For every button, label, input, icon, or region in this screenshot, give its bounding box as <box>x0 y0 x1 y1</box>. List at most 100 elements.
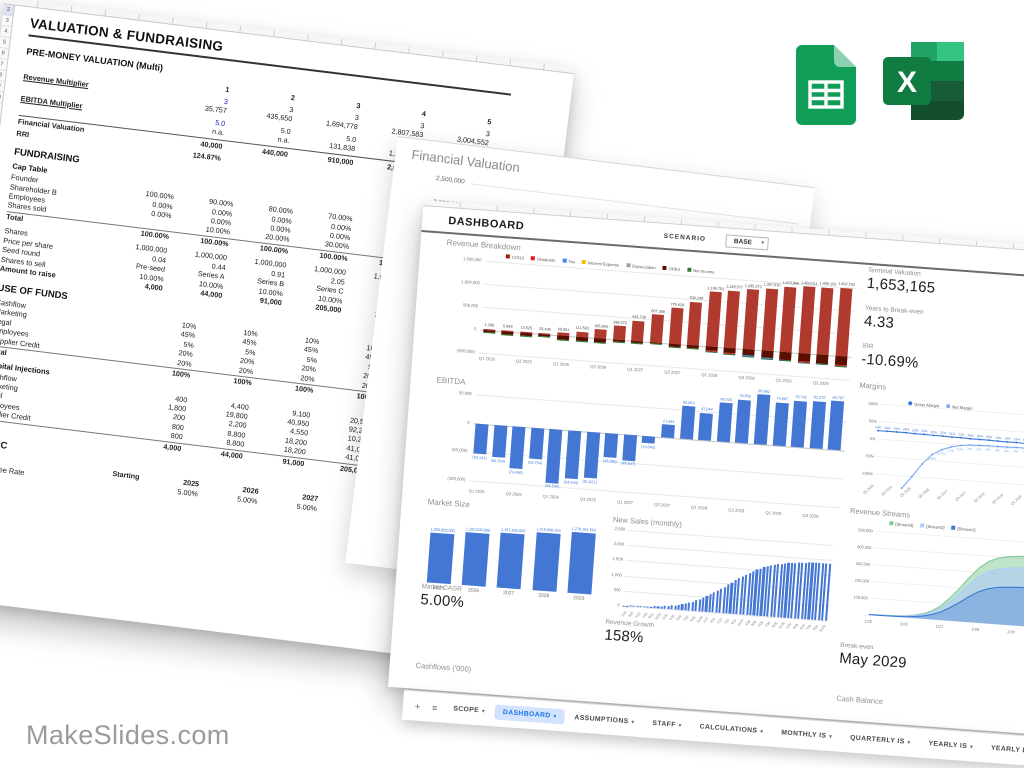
bar-value-label: 56,853 <box>682 400 695 406</box>
tab-label: ASSUMPTIONS <box>574 714 629 726</box>
bar <box>643 606 646 608</box>
y-tick-label: 0 <box>467 419 470 425</box>
margins-chart: 100% 50% 0% -50% -100% 24% 24% 24% 24% 23% 23% 22% 2… <box>850 393 1024 525</box>
svg-text:(17%): (17%) <box>937 451 946 456</box>
row-number: 9 <box>0 80 6 93</box>
svg-text:21%: 21% <box>949 432 956 436</box>
bar <box>532 532 561 592</box>
bar-segment-net-income <box>668 346 681 348</box>
tab-yearly-is[interactable]: YEARLY IS ▾ <box>920 736 982 755</box>
bar-segment-net-income <box>760 357 773 360</box>
bar-total-label: 936,249 <box>689 296 704 302</box>
bar-segment-net-income <box>834 365 847 367</box>
svg-text:300,000: 300,000 <box>856 561 872 567</box>
bar-segment-net-income <box>593 341 606 344</box>
svg-text:(1%): (1%) <box>957 447 964 451</box>
bar <box>772 402 789 446</box>
years-to-breakeven-metric: Years to Break-even 4.33 <box>863 305 923 334</box>
y-tick-label: 0 <box>473 326 477 332</box>
svg-text:3%: 3% <box>976 447 981 451</box>
svg-text:200,000: 200,000 <box>854 578 870 584</box>
revenue-streams-chart: [Stream3] [Stream2] [Stream1] 500,000 400,00… <box>840 518 1024 663</box>
svg-text:X: X <box>897 66 917 99</box>
svg-text:Q3 2026: Q3 2026 <box>918 488 931 500</box>
revenue-growth-value: 158% <box>603 626 645 647</box>
x-tick-label: Q1 2028 <box>690 504 708 511</box>
svg-text:100%: 100% <box>868 401 879 407</box>
bar <box>661 424 675 438</box>
years-to-breakeven-value: 4.33 <box>863 312 895 332</box>
legend-swatch <box>687 267 692 272</box>
x-tick-label: Q1 2029 <box>775 377 792 384</box>
gridline <box>471 451 843 480</box>
tab-dashboard[interactable]: DASHBOARD ▾ <box>494 704 565 725</box>
chevron-down-icon: ▾ <box>553 713 557 720</box>
all-sheets-menu-icon[interactable]: ≡ <box>431 702 438 713</box>
legend-item: [Stream1] <box>951 525 976 532</box>
tab-monthly-is[interactable]: MONTHLY IS ▾ <box>773 725 841 745</box>
svg-text:Q3 2025: Q3 2025 <box>881 485 894 497</box>
tab-label: YEARLY IS <box>928 740 968 751</box>
y-tick-label: 2,000 <box>613 541 625 547</box>
bar-value-label: (13,042) <box>640 444 656 450</box>
x-tick-label: Q3 2025 <box>505 490 522 498</box>
svg-text:(33%): (33%) <box>927 456 936 461</box>
tab-scope[interactable]: SCOPE ▾ <box>445 701 494 719</box>
legend-item: Dividends <box>531 256 556 263</box>
y-tick-label: 500 <box>613 586 621 593</box>
y-tick-label: (50,000) <box>451 447 468 454</box>
chevron-down-icon: ▾ <box>631 718 635 726</box>
bar-value-label: (45,647) <box>621 461 636 467</box>
bar <box>473 423 489 455</box>
tab-calculations[interactable]: CALCULATIONS ▾ <box>691 719 772 740</box>
irr-metric: IRR -10.69% <box>861 343 920 372</box>
x-tick-label: Q1 2027 <box>627 366 644 373</box>
bar-segment-cogs <box>742 289 759 350</box>
bar-value-label: (74,486) <box>508 469 523 475</box>
x-tick-label: Q1 2027 <box>616 499 634 506</box>
break-even-value: May 2029 <box>838 649 908 672</box>
dashboard-body: Revenue Breakdown COGS Dividends Tax Intere… <box>389 232 1024 726</box>
legend-item: COGS <box>505 254 524 261</box>
chevron-down-icon: ▾ <box>678 722 682 729</box>
svg-text:(7%): (7%) <box>947 449 954 453</box>
bar <box>632 605 636 607</box>
svg-text:21%: 21% <box>958 432 965 436</box>
svg-text:-100%: -100% <box>861 470 873 476</box>
bar <box>753 394 771 445</box>
cashflows-chart-label: Cashflows ('000) <box>415 661 471 677</box>
legend-item: [Stream2] <box>920 523 945 530</box>
svg-text:20%: 20% <box>977 434 984 438</box>
x-tick-label: Q3 2026 <box>589 363 607 370</box>
svg-text:1/25: 1/25 <box>864 619 873 625</box>
y-tick-label: 0 <box>617 602 620 608</box>
bar <box>461 532 490 587</box>
revenue-breakdown-block: Revenue Breakdown COGS Dividends Tax Intere… <box>438 238 858 398</box>
revenue-streams-block: Revenue Streams [Stream3] [Stream2] [Strea… <box>840 506 1024 663</box>
bar-segment-net-income <box>575 340 588 342</box>
add-sheet-button[interactable]: + <box>414 701 421 712</box>
tab-staff[interactable]: STAFF ▾ <box>644 715 690 733</box>
tab-label: YEARLY BALANCE <box>990 744 1024 757</box>
tab-yearly-balance[interactable]: YEARLY BALANCE▾ <box>982 740 1024 762</box>
x-tick-label: Q3 2027 <box>664 369 681 376</box>
tab-quarterly-is[interactable]: QUARTERLY IS ▾ <box>842 730 919 751</box>
svg-text:Q3 2027: Q3 2027 <box>955 490 968 502</box>
legend-swatch <box>581 259 587 265</box>
brand-icons: X <box>795 40 967 125</box>
row-number: 11 <box>0 102 3 115</box>
legend-swatch <box>562 258 567 263</box>
scenario-select[interactable]: BASE ▾ <box>725 234 770 251</box>
bar <box>670 605 673 610</box>
svg-text:0%: 0% <box>870 436 877 441</box>
gridline <box>480 329 852 358</box>
bar-value-label: (54,754) <box>527 460 543 466</box>
y-tick-label: 500,000 <box>462 302 479 309</box>
bar-segment-net-income <box>482 332 495 334</box>
svg-text:5%: 5% <box>1013 449 1018 453</box>
legend-swatch <box>531 256 536 261</box>
bar <box>663 606 667 609</box>
tab-assumptions[interactable]: ASSUMPTIONS ▾ <box>566 710 643 731</box>
svg-text:19%: 19% <box>1013 437 1020 441</box>
